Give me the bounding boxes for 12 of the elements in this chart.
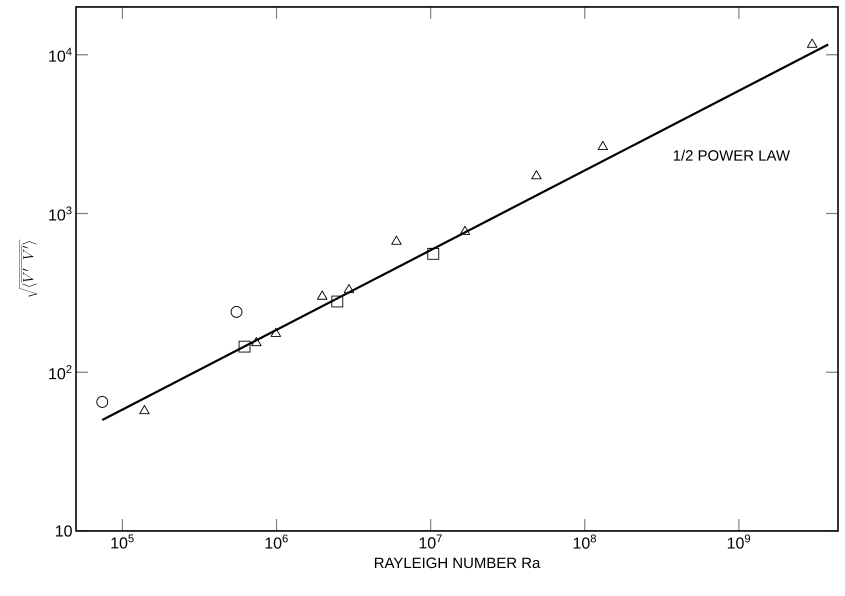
x-tick-label: 10$^{7}$ [420, 534, 442, 549]
x-axis-title: RAYLEIGH NUMBER Ra [374, 558, 540, 568]
x-tick-label: 10$^{9}$ [728, 534, 750, 549]
y-tick-label: 10$^{2}$ [49, 365, 72, 380]
annotation: 1/2 POWER LAW [674, 150, 790, 161]
y-tick-label: 10 [56, 525, 72, 537]
y-tick-label: 10$^{4}$ [49, 48, 72, 62]
x-tick-label: 10$^{5}$ [111, 534, 134, 549]
x-tick-label: 10$^{8}$ [574, 534, 596, 549]
x-tick-label: 10$^{6}$ [266, 534, 288, 549]
y-tick-label: 10$^{3}$ [49, 206, 72, 221]
y-axis-title: $\sqrt{\langle\overline{V'\;\;V'}\rangle}$ [19, 240, 38, 298]
